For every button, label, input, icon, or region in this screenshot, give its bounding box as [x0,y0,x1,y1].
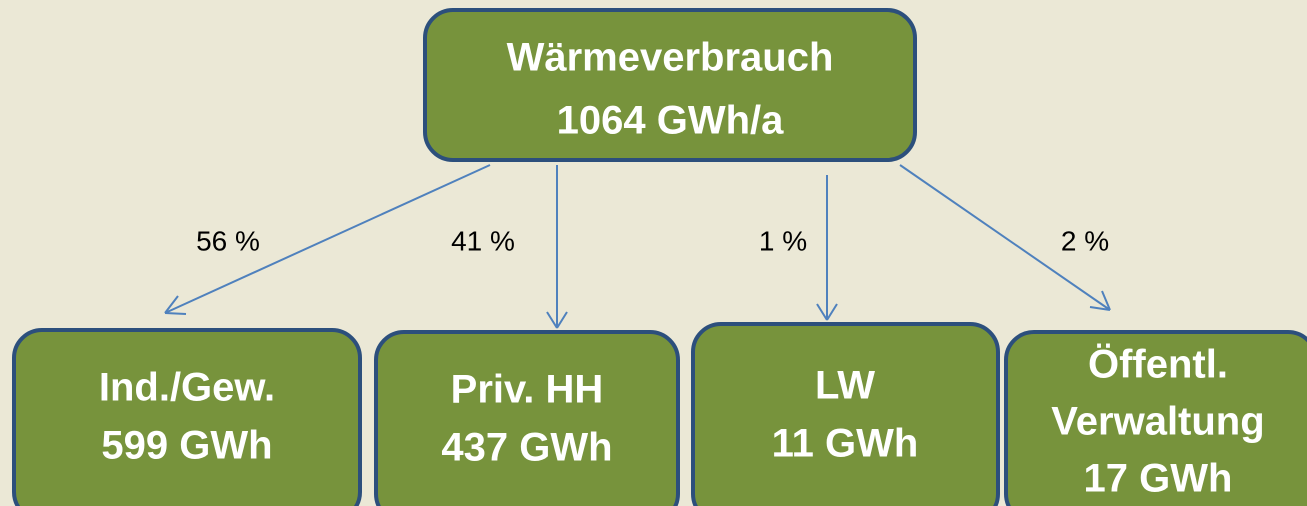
root-label: Wärmeverbrauch [507,36,834,80]
arrow [816,175,838,321]
arrow [546,165,568,329]
edge-label: 1 % [759,225,807,256]
root-label: 1064 GWh/a [557,99,785,143]
node-label: Priv. HH [451,368,604,412]
node-label: Ind./Gew. [99,366,275,410]
node-box [12,328,362,506]
root-box [423,8,917,162]
node-label: 599 GWh [101,424,272,468]
edge-label: 56 % [196,225,260,256]
node-label: Öffentl. [1088,342,1228,387]
node-label: 17 GWh [1084,457,1233,501]
node-box [691,322,1000,506]
edge-label: 2 % [1061,225,1109,256]
arrow [899,164,1111,311]
node-label: LW [815,364,875,408]
arrow [164,164,491,315]
node-label: Verwaltung [1051,400,1264,444]
node-box [374,330,680,506]
node-box [1004,330,1307,506]
node-label: 437 GWh [441,426,612,470]
arrows [164,164,1111,329]
node-label: 11 GWh [772,422,919,466]
edge-label: 41 % [451,225,515,256]
